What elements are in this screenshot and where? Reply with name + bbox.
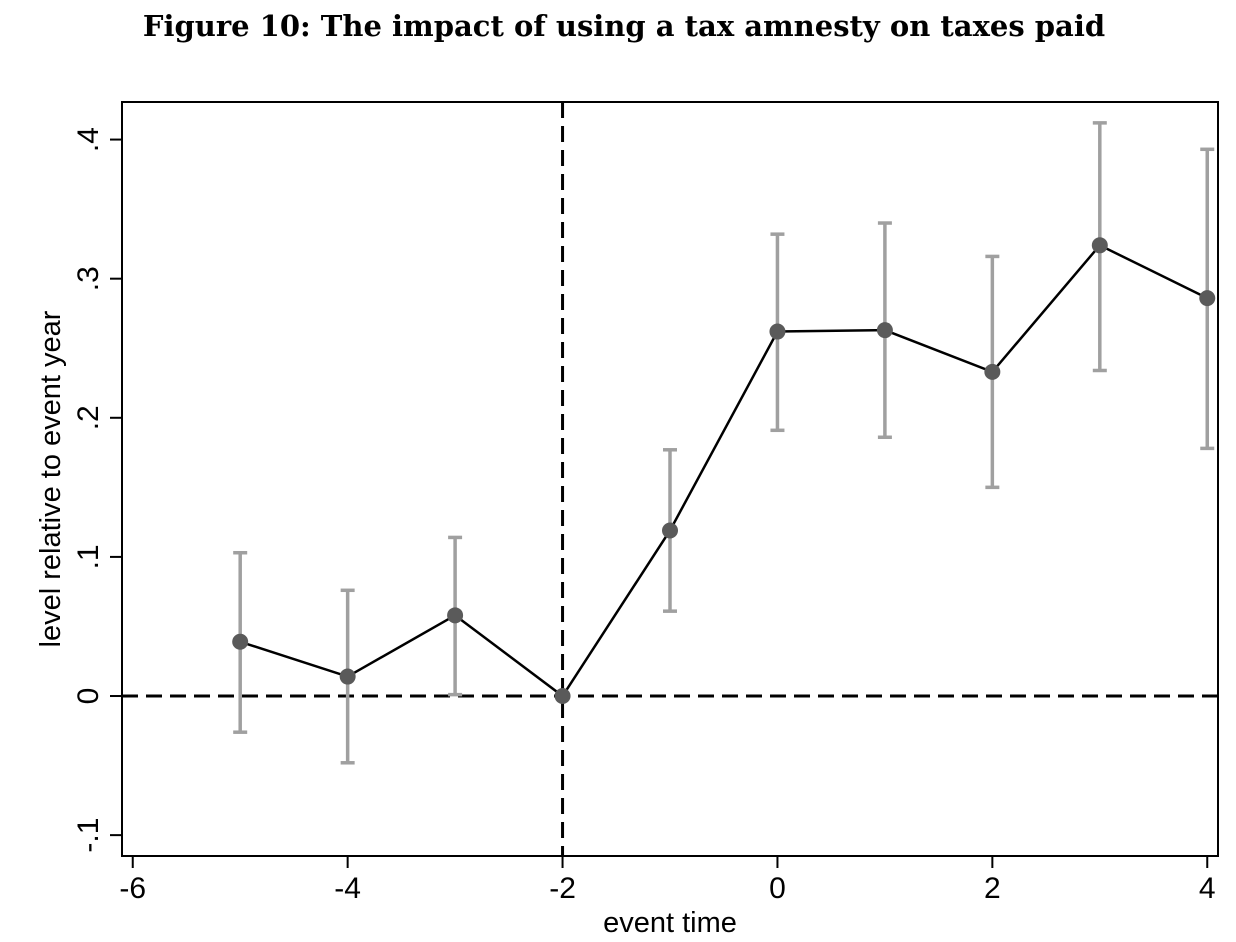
x-tick-label: -6 bbox=[119, 872, 146, 905]
x-tick-label: 4 bbox=[1199, 872, 1216, 905]
x-tick-label: -2 bbox=[549, 872, 576, 905]
y-tick-label: .2 bbox=[72, 405, 105, 430]
x-tick-label: 0 bbox=[769, 872, 786, 905]
y-tick-label: 0 bbox=[72, 688, 105, 705]
data-point bbox=[554, 688, 571, 705]
y-axis: -.1 0 .1 .2 .3 .4 bbox=[72, 127, 122, 853]
series-line-group bbox=[239, 243, 1208, 698]
plot-frame bbox=[121, 101, 1219, 857]
chart-title: Figure 10: The impact of using a tax amn… bbox=[143, 9, 1105, 43]
data-point bbox=[1091, 237, 1108, 254]
reference-lines bbox=[122, 102, 1218, 856]
data-point bbox=[232, 633, 249, 650]
data-point bbox=[984, 363, 1001, 380]
y-tick-label: .3 bbox=[72, 266, 105, 291]
data-point bbox=[662, 522, 678, 539]
x-axis-label: event time bbox=[603, 907, 737, 939]
error-bars bbox=[233, 121, 1215, 765]
y-tick-label: .4 bbox=[72, 127, 105, 152]
data-point bbox=[876, 322, 893, 339]
markers bbox=[232, 237, 1216, 705]
x-axis: -6 -4 -2 0 2 4 bbox=[119, 856, 1216, 905]
x-tick-label: -4 bbox=[334, 872, 361, 905]
x-tick-label: 2 bbox=[984, 872, 1001, 905]
y-axis-label: level relative to event year bbox=[35, 310, 67, 647]
data-point bbox=[339, 668, 356, 685]
data-point bbox=[769, 323, 786, 340]
y-tick-label: .1 bbox=[72, 544, 105, 569]
data-point bbox=[447, 607, 464, 624]
series-line bbox=[239, 243, 1208, 698]
data-point bbox=[1199, 290, 1216, 307]
y-tick-label: -.1 bbox=[72, 818, 105, 853]
